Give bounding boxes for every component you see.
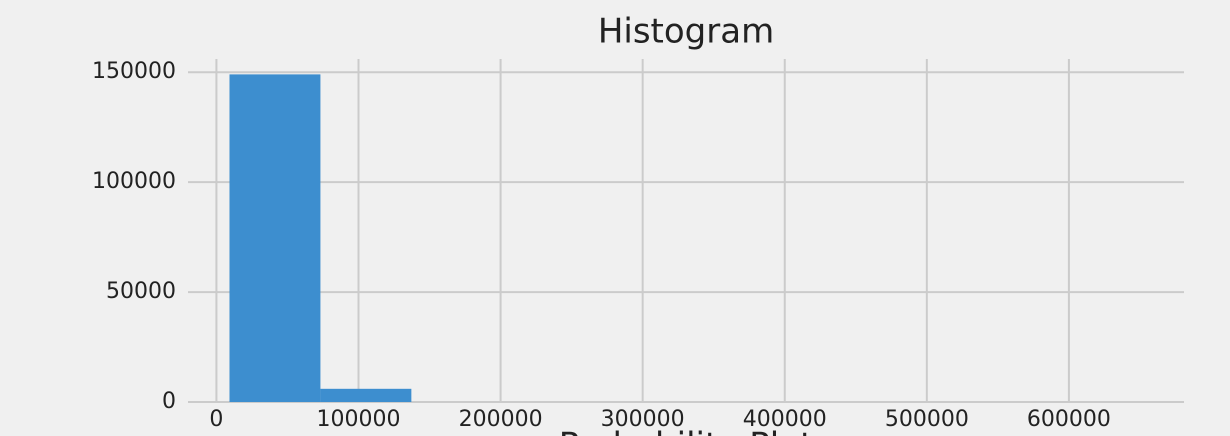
y-tick-label: 0 <box>162 389 176 414</box>
x-tick-label: 100000 <box>317 407 401 432</box>
bar <box>229 74 321 403</box>
x-tick-label: 0 <box>209 407 223 432</box>
y-tick-label: 100000 <box>92 169 176 194</box>
x-tick-label: 600000 <box>1027 407 1111 432</box>
y-tick-label: 150000 <box>92 59 176 84</box>
x-tick-label: 300000 <box>601 407 685 432</box>
chart-title: Histogram <box>598 12 774 52</box>
x-tick-label: 500000 <box>885 407 969 432</box>
y-tick-label: 50000 <box>106 279 176 304</box>
x-tick-label: 400000 <box>743 407 827 432</box>
bar <box>320 388 412 402</box>
x-tick-label: 200000 <box>459 407 543 432</box>
next-chart-title: Probability Plot <box>559 426 814 436</box>
